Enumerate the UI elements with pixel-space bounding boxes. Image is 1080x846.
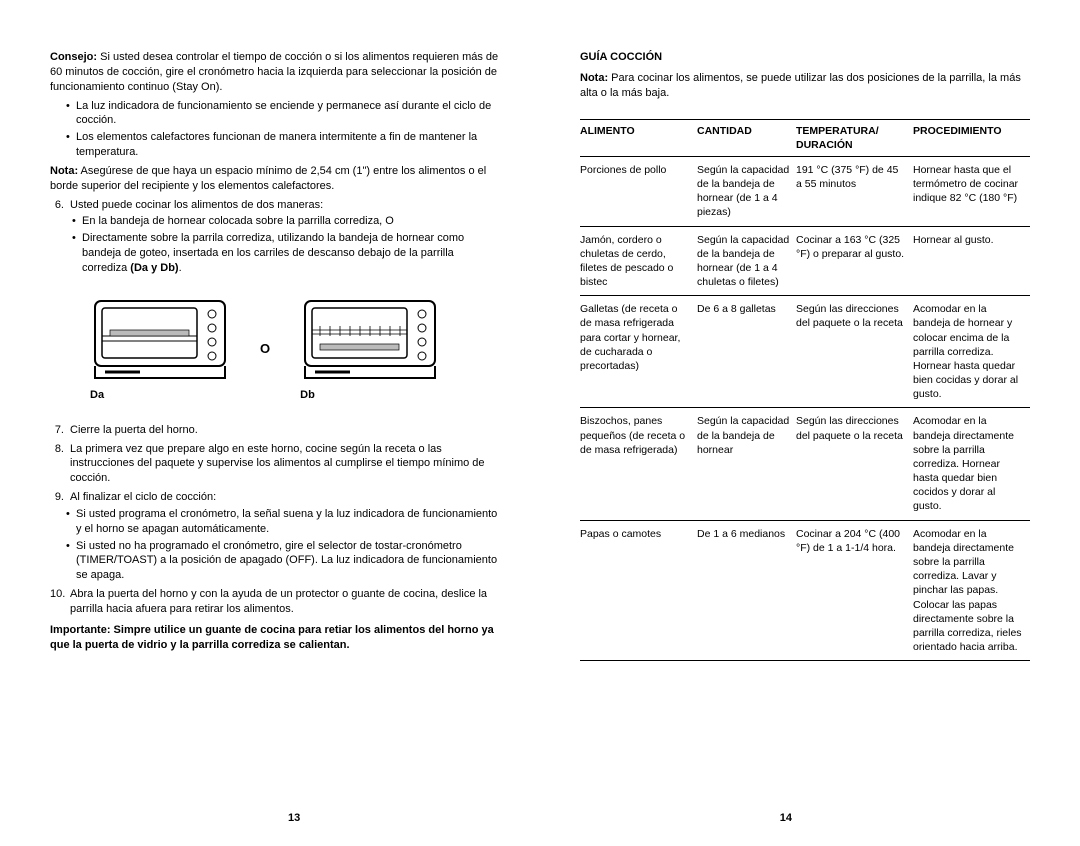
step-9-sub: Si usted programa el cronómetro, la seña… [50, 507, 500, 583]
guia-nota-text: Para cocinar los alimentos, se puede uti… [580, 72, 1021, 99]
figure-db: Db [300, 296, 440, 403]
figure-da: Da [90, 296, 230, 403]
table-header-row: ALIMENTO CANTIDAD TEMPERATURA/DURACIÓN P… [580, 119, 1030, 156]
step-text: Cierre la puerta del horno. [70, 423, 500, 438]
cell: 191 °C (375 °F) de 45 a 55 minutos [796, 156, 913, 226]
bullet-item: Si usted no ha programado el cronómetro,… [66, 539, 500, 584]
table-row: Porciones de pollo Según la capacidad de… [580, 156, 1030, 226]
cell: Jamón, cordero o chuletas de cerdo, file… [580, 226, 697, 296]
cell: Acomodar en la bandeja directamente sobr… [913, 520, 1030, 661]
page-14: GUÍA COCCIÓN Nota: Para cocinar los alim… [570, 50, 1030, 661]
step-10: 10. Abra la puerta del horno y con la ay… [50, 587, 500, 617]
cell: Hornear al gusto. [913, 226, 1030, 296]
consejo: Consejo: Si usted desea controlar el tie… [50, 50, 500, 95]
bullet-item: Si usted programa el cronómetro, la seña… [66, 507, 500, 537]
col-alimento: ALIMENTO [580, 119, 697, 156]
step-6: 6. Usted puede cocinar los alimentos de … [50, 198, 500, 213]
figures-row: Da O [90, 296, 500, 403]
page-13: Consejo: Si usted desea controlar el tie… [50, 50, 510, 661]
step-8: 8. La primera vez que prepare algo en es… [50, 442, 500, 487]
cell: Cocinar a 163 °C (325 °F) o preparar al … [796, 226, 913, 296]
consejo-label: Consejo: [50, 51, 97, 63]
table-row: Galletas (de receta o de masa refrigerad… [580, 296, 1030, 408]
figure-label: Da [90, 388, 230, 403]
page-number-left: 13 [288, 811, 300, 826]
page-number-right: 14 [780, 811, 792, 826]
consejo-text: Si usted desea controlar el tiempo de co… [50, 51, 498, 93]
cell: Según las direcciones del paquete o la r… [796, 408, 913, 520]
or-separator: O [260, 340, 270, 358]
figure-label: Db [300, 388, 440, 403]
guia-nota: Nota: Para cocinar los alimentos, se pue… [580, 71, 1030, 101]
importante: Importante: Simpre utilice un guante de … [50, 623, 500, 653]
step-num: 6. [50, 198, 70, 213]
cell: Acomodar en la bandeja de hornear y colo… [913, 296, 1030, 408]
step-num: 7. [50, 423, 70, 438]
oven-da-icon [90, 296, 230, 386]
table-body: Porciones de pollo Según la capacidad de… [580, 156, 1030, 660]
table-row: Biszochos, panes pequeños (de receta o d… [580, 408, 1030, 520]
table-row: Jamón, cordero o chuletas de cerdo, file… [580, 226, 1030, 296]
step-9: 9. Al finalizar el ciclo de cocción: [50, 490, 500, 505]
step-num: 10. [50, 587, 70, 617]
bullet-item: Los elementos calefactores funcionan de … [66, 130, 500, 160]
table-row: Papas o camotes De 1 a 6 medianos Cocina… [580, 520, 1030, 661]
cell: Según la capacidad de la bandeja de horn… [697, 408, 796, 520]
bullets-a: La luz indicadora de funcionamiento se e… [50, 99, 500, 160]
cell: Según la capacidad de la bandeja de horn… [697, 156, 796, 226]
nota-text: Asegúrese de que haya un espacio mínimo … [50, 165, 486, 192]
step-text: Abra la puerta del horno y con la ayuda … [70, 587, 500, 617]
cell: De 1 a 6 medianos [697, 520, 796, 661]
importante-text: Simpre utilice un guante de cocina para … [50, 624, 494, 651]
cooking-table: ALIMENTO CANTIDAD TEMPERATURA/DURACIÓN P… [580, 119, 1030, 662]
col-proc: PROCEDIMIENTO [913, 119, 1030, 156]
nota: Nota: Asegúrese de que haya un espacio m… [50, 164, 500, 194]
cell: Según la capacidad de la bandeja de horn… [697, 226, 796, 296]
cell: Cocinar a 204 °C (400 °F) de 1 a 1-1/4 h… [796, 520, 913, 661]
guia-nota-label: Nota: [580, 72, 608, 84]
cell: Hornear hasta que el termómetro de cocin… [913, 156, 1030, 226]
cell: Biszochos, panes pequeños (de receta o d… [580, 408, 697, 520]
nota-label: Nota: [50, 165, 78, 177]
cell: Papas o camotes [580, 520, 697, 661]
oven-db-icon [300, 296, 440, 386]
step-6-sub: En la bandeja de hornear colocada sobre … [50, 214, 500, 275]
cell: Galletas (de receta o de masa refrigerad… [580, 296, 697, 408]
step-text: La primera vez que prepare algo en este … [70, 442, 500, 487]
cell: Acomodar en la bandeja directamente sobr… [913, 408, 1030, 520]
cell: De 6 a 8 galletas [697, 296, 796, 408]
step-num: 9. [50, 490, 70, 505]
col-cantidad: CANTIDAD [697, 119, 796, 156]
sub-bullet: En la bandeja de hornear colocada sobre … [72, 214, 500, 229]
step-num: 8. [50, 442, 70, 487]
step-7: 7. Cierre la puerta del horno. [50, 423, 500, 438]
cell: Porciones de pollo [580, 156, 697, 226]
cell: Según las direcciones del paquete o la r… [796, 296, 913, 408]
guia-title: GUÍA COCCIÓN [580, 50, 1030, 65]
sub-bullet: Directamente sobre la parrila corrediza,… [72, 231, 500, 276]
step-text: Al finalizar el ciclo de cocción: [70, 490, 500, 505]
importante-label: Importante: [50, 624, 111, 636]
bullet-item: La luz indicadora de funcionamiento se e… [66, 99, 500, 129]
step-text: Usted puede cocinar los alimentos de dos… [70, 198, 500, 213]
col-temp: TEMPERATURA/DURACIÓN [796, 119, 913, 156]
